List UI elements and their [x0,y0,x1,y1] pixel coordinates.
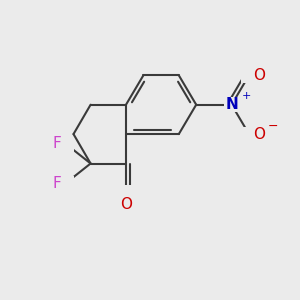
Text: N: N [225,97,238,112]
Text: O: O [254,127,266,142]
Text: +: + [242,91,251,101]
FancyBboxPatch shape [242,127,256,142]
Text: O: O [254,68,266,83]
FancyBboxPatch shape [118,185,134,200]
FancyBboxPatch shape [242,68,256,83]
FancyBboxPatch shape [58,176,74,190]
Text: F: F [53,176,62,190]
Text: −: − [268,120,278,133]
FancyBboxPatch shape [58,136,74,152]
FancyBboxPatch shape [224,97,239,112]
Text: F: F [53,136,62,152]
Text: O: O [120,197,132,212]
